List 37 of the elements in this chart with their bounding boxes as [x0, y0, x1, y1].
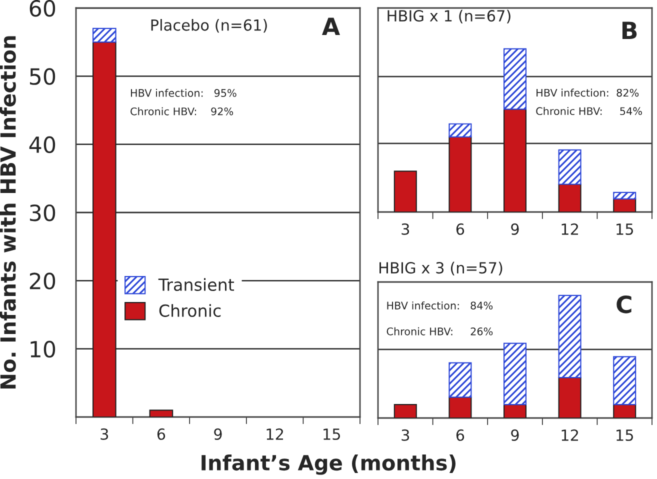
- y-tick-label: 40: [29, 136, 56, 154]
- legend-label: Chronic: [159, 304, 221, 317]
- x-axis-title: Infant’s Age (months): [202, 454, 456, 475]
- annotation: HBV infection: 82%: [536, 88, 639, 97]
- annotation: Chronic HBV: 54%: [536, 107, 642, 116]
- annotation: HBV infection: 95%: [130, 88, 236, 97]
- annotation: Chronic HBV: 92%: [130, 107, 234, 116]
- text: B: [622, 22, 637, 39]
- text: Placebo (n=61): [151, 19, 267, 33]
- x-tick-label: 12: [562, 429, 578, 441]
- y-tick-label: 30: [30, 204, 56, 222]
- x-tick-label: 6: [157, 428, 166, 440]
- chart-title: HBIG x 3 (n=57): [380, 262, 502, 276]
- annotation: C: [616, 295, 632, 314]
- legend-label: Transient: [158, 278, 234, 292]
- x-tick-label: 6: [456, 223, 464, 235]
- y-tick-label: 20: [30, 272, 56, 290]
- x-tick-label: 3: [402, 223, 410, 235]
- x-tick-label: 9: [214, 428, 222, 440]
- annotation: A: [322, 18, 340, 35]
- x-tick-label: 9: [511, 429, 519, 441]
- y-axis-title: No. Infants with HBV Infection: [0, 36, 16, 388]
- y-tick-label: 10: [30, 340, 56, 358]
- x-tick-label: 12: [562, 223, 578, 235]
- x-tick-label: 9: [511, 223, 519, 235]
- x-tick-label: 3: [402, 429, 410, 441]
- y-tick-label: 50: [30, 68, 56, 85]
- chart-title: HBIG x 1 (n=67): [388, 10, 510, 24]
- annotation: Chronic HBV: 26%: [386, 327, 493, 336]
- x-tick-label: 15: [616, 224, 633, 235]
- x-tick-label: 6: [456, 429, 464, 441]
- x-tick-label: 15: [616, 430, 633, 441]
- annotation: HBV infection: 84%: [387, 301, 493, 310]
- x-tick-label: 3: [100, 428, 108, 440]
- x-tick-label: 15: [324, 428, 340, 440]
- x-tick-label: 12: [266, 428, 283, 440]
- y-tick-label: 60: [30, 0, 56, 17]
